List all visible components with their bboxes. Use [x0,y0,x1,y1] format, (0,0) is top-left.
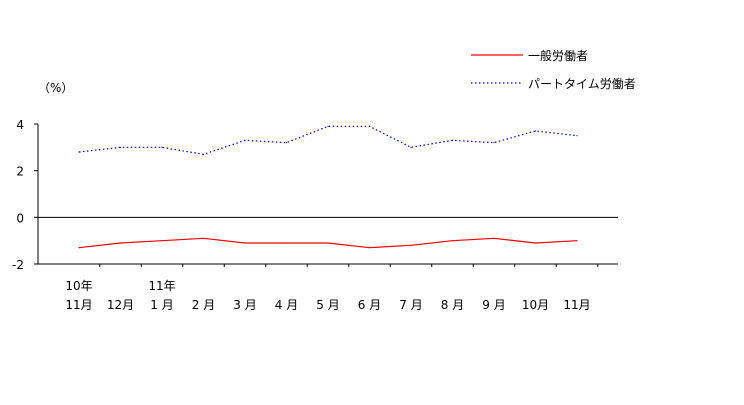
data-point-series-1 [576,240,578,242]
x-month-label: 12月 [107,298,134,312]
data-point-series-2 [327,125,329,127]
x-month-label: 11月 [65,298,92,312]
data-point-series-2 [161,146,163,148]
x-month-label: 3 月 [233,298,256,312]
x-axis-labels: 10年 11月 12月 11年 1 月 2 月 3 月 4 月 5 月 6 月 7 月 8 月 9 月 1… [65,279,590,312]
axes: 4 2 0 -2 [12,118,618,272]
data-point-series-1 [327,242,329,244]
data-point-series-2 [368,125,371,127]
data-point-series-2 [78,151,80,153]
data-point-series-1 [451,240,454,242]
x-year-label: 11年 [148,279,175,293]
data-point-series-2 [410,146,412,148]
x-month-label: 4 月 [275,298,298,312]
data-point-series-2 [244,139,246,141]
series-layer [78,125,578,249]
data-point-series-1 [78,247,80,249]
data-point-series-2 [576,135,578,137]
data-point-series-1 [534,242,537,244]
series-line-2 [78,125,578,155]
y-tick-label: 0 [16,211,24,225]
y-tick-label: 2 [16,165,24,179]
data-point-series-2 [202,153,205,155]
data-point-series-1 [368,247,371,249]
legend-label-1: 一般労働者 [528,48,588,63]
x-month-label: 8 月 [441,298,464,312]
x-month-label: 11月 [563,298,590,312]
data-point-series-2 [493,142,495,144]
data-point-series-1 [493,237,495,239]
data-point-series-1 [285,242,288,244]
x-month-label: 5 月 [316,298,339,312]
data-point-series-1 [119,242,122,244]
data-point-series-1 [244,242,246,244]
data-point-series-2 [534,130,537,132]
x-month-label: 6 月 [358,298,381,312]
legend-label-2: パートタイム労働者 [528,77,636,91]
y-tick-label: -2 [12,258,24,272]
x-month-label: 2 月 [192,298,215,312]
y-axis-label: （%） [38,81,73,95]
x-year-label: 10年 [65,279,92,293]
data-point-series-2 [285,142,288,144]
x-month-label: 9 月 [482,298,505,312]
x-month-label: 10月 [522,298,549,312]
data-point-series-1 [202,237,205,239]
data-point-series-1 [410,244,412,246]
data-point-series-2 [451,139,454,141]
x-month-label: 7 月 [399,298,422,312]
data-point-series-1 [161,240,163,242]
y-tick-label: 4 [16,118,24,132]
x-month-label: 1 月 [150,298,173,312]
data-point-series-2 [119,146,122,148]
